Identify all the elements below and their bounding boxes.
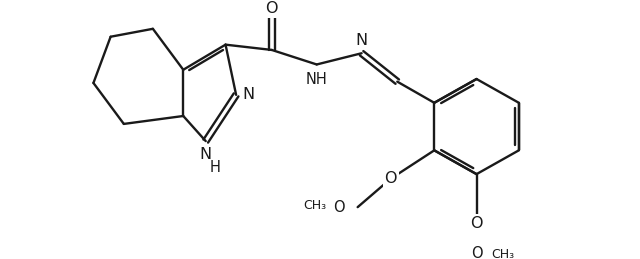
Text: O: O xyxy=(470,215,483,231)
Text: O: O xyxy=(385,171,397,186)
Text: NH: NH xyxy=(306,71,328,87)
Text: CH₃: CH₃ xyxy=(303,199,326,212)
Text: N: N xyxy=(356,33,367,48)
Text: O: O xyxy=(333,200,345,215)
Text: O: O xyxy=(471,246,483,259)
Text: N: N xyxy=(242,87,254,102)
Text: N: N xyxy=(200,147,212,162)
Text: CH₃: CH₃ xyxy=(492,248,515,259)
Text: H: H xyxy=(209,160,220,175)
Text: O: O xyxy=(266,2,278,17)
